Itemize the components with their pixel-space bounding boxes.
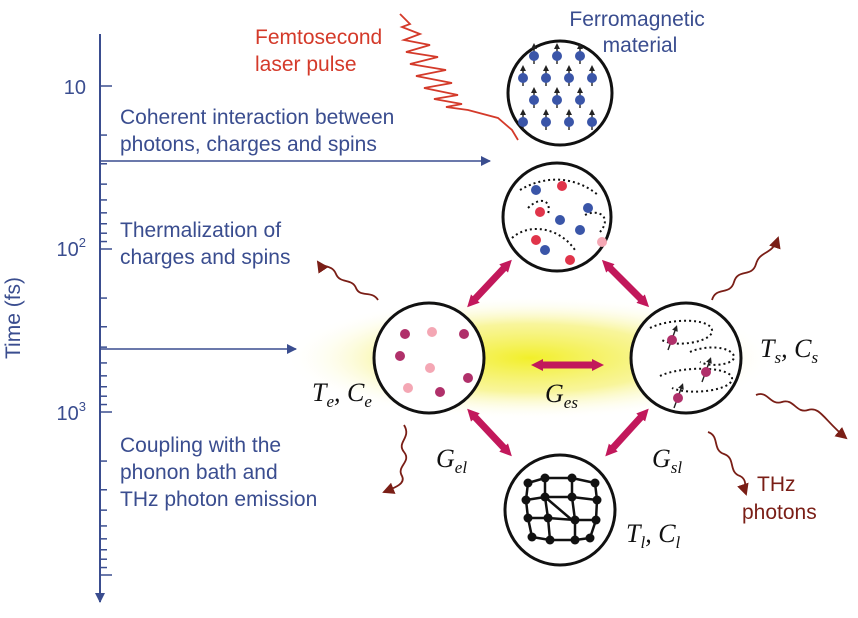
excited-particle (531, 185, 541, 195)
coupling-arrows (467, 259, 650, 457)
spin-atom (529, 95, 539, 105)
wave-lower-right (707, 431, 749, 496)
electron-particle (459, 329, 469, 339)
tick-label-1000: 103 (57, 399, 86, 425)
excited-particle (555, 215, 565, 225)
lattice-atom (545, 535, 555, 545)
excited-state-circle (501, 161, 613, 273)
electron-particle (400, 329, 410, 339)
lattice-atom (521, 495, 531, 505)
lattice-atom (540, 473, 550, 483)
electron-particle (463, 373, 473, 383)
laser-label: Femtosecond laser pulse (255, 26, 388, 76)
precessing-spin-atom (667, 335, 677, 345)
lattice-atom (570, 535, 580, 545)
Ges-symbol: Ges (545, 379, 578, 412)
lattice-atom (567, 492, 577, 502)
spin-atom (575, 51, 585, 61)
time-axis: Time (fs) 10 102 103 (2, 34, 112, 603)
spin-atom (564, 73, 574, 83)
precessing-spin-atom (673, 393, 683, 403)
lattice-symbols: Tl, Cl (626, 519, 681, 552)
arrow-spin-to-lattice (605, 408, 649, 457)
Gsl-symbol: Gsl (652, 444, 682, 477)
electron-particle (403, 383, 413, 393)
lattice-atom (540, 492, 550, 502)
emission-waves (316, 236, 848, 496)
lattice-atom (527, 532, 537, 542)
spin-atom (541, 73, 551, 83)
lattice-atom (592, 495, 602, 505)
electron-particle (425, 363, 435, 373)
ordered-spins (518, 43, 597, 130)
spin-symbols: Ts, Cs (760, 334, 818, 367)
lattice-atom (523, 513, 533, 523)
electron-particle (427, 327, 437, 337)
lattice-atom (590, 478, 600, 488)
lattice-atom (591, 515, 601, 525)
lattice-atom (567, 473, 577, 483)
arrow-electron-to-lattice (467, 408, 512, 457)
precession-loops (649, 319, 735, 393)
Gel-symbol: Gel (436, 444, 467, 477)
tick-label-10: 10 (64, 77, 86, 99)
lattice-atom (585, 533, 595, 543)
precessing-spins (667, 325, 712, 409)
lattice-atom (543, 513, 553, 523)
axis-label: Time (fs) (2, 277, 25, 359)
electron-particle (435, 387, 445, 397)
spin-atom (529, 51, 539, 61)
excited-particles (531, 181, 607, 265)
electron-particles (395, 327, 473, 397)
laser-pulse-wave (399, 13, 519, 141)
excited-particle (535, 207, 545, 217)
dotted-trajectory (511, 178, 606, 251)
spin-atom (518, 117, 528, 127)
spin-atom (575, 95, 585, 105)
lattice-atom (523, 478, 533, 488)
spin-bath-circle (629, 301, 743, 415)
ferromagnet-circle (506, 39, 614, 147)
lattice-atom (570, 515, 580, 525)
spin-atom (587, 73, 597, 83)
spin-atom (587, 117, 597, 127)
spin-atom (518, 73, 528, 83)
wave-lower-left (382, 424, 408, 494)
wave-upper-left (316, 260, 379, 301)
electron-symbols: Te, Ce (312, 378, 372, 411)
material-label: Ferromagnetic material (569, 8, 710, 57)
lattice-circle (503, 453, 617, 567)
lattice-atoms (521, 473, 602, 545)
lattice-grid (524, 476, 599, 542)
arrow-excited-to-spin (601, 259, 650, 308)
spin-atom (552, 51, 562, 61)
arrow-excited-to-electron (467, 259, 512, 308)
thz-label: THz photons (742, 473, 817, 524)
tick-label-100: 102 (57, 235, 86, 261)
wave-right (755, 393, 848, 440)
spin-atom (564, 117, 574, 127)
excited-particle (540, 245, 550, 255)
spin-atom (552, 95, 562, 105)
axis-minor-ticks (100, 85, 112, 576)
phase-coupling-text: Coupling with the phonon bath and THz ph… (120, 434, 317, 511)
excited-particle (575, 225, 585, 235)
phase-coherent-text: Coherent interaction between photons, ch… (120, 106, 400, 156)
excited-particle (583, 203, 593, 213)
electron-bath-circle (372, 301, 486, 415)
excited-particle (557, 181, 567, 191)
excited-particle (531, 235, 541, 245)
phase-thermalization-text: Thermalization of charges and spins (120, 219, 290, 269)
excited-particle (597, 237, 607, 247)
spin-atom (541, 117, 551, 127)
electron-particle (395, 351, 405, 361)
excited-particle (565, 255, 575, 265)
wave-upper-right (711, 236, 781, 301)
precessing-spin-atom (701, 367, 711, 377)
